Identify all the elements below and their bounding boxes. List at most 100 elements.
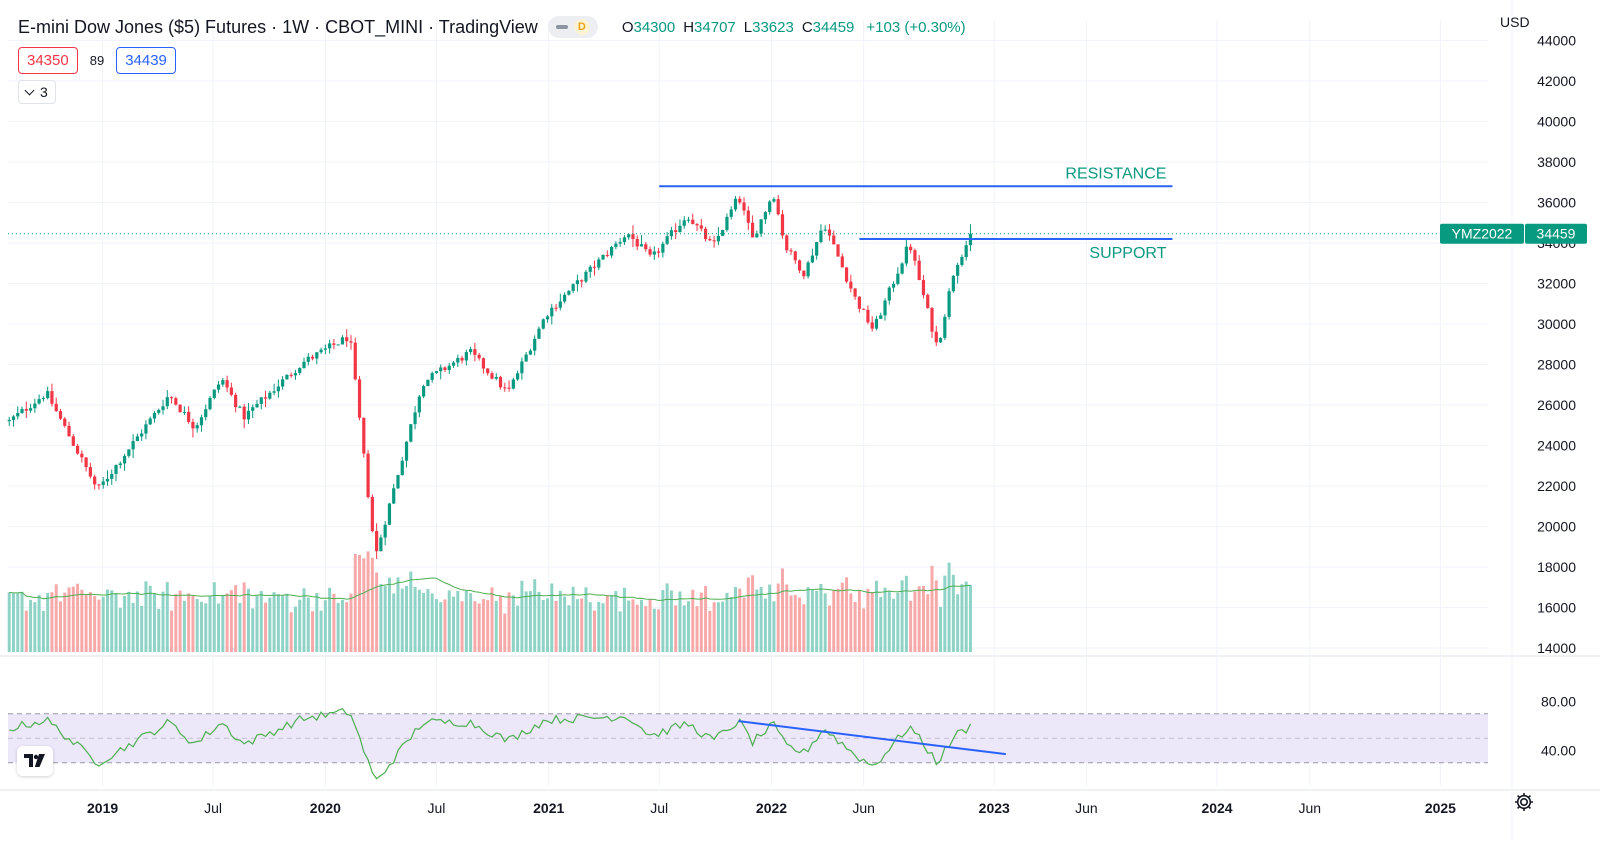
- candle-body: [656, 251, 661, 253]
- volume-bar: [759, 586, 763, 652]
- candle-body: [148, 418, 152, 425]
- volume-bar: [242, 582, 246, 652]
- rsi-trendline[interactable]: [738, 720, 1006, 756]
- candle-body: [84, 457, 88, 468]
- volume-bar: [887, 591, 891, 652]
- tradingview-logo[interactable]: [17, 746, 53, 776]
- volume-bar: [614, 590, 618, 652]
- candle-body: [490, 373, 494, 379]
- volume-bar: [533, 579, 537, 652]
- volume-bar: [832, 589, 836, 652]
- volume-bar: [725, 592, 729, 652]
- volume-bar: [127, 591, 131, 652]
- volume-bar: [477, 603, 481, 652]
- candle-body: [114, 465, 118, 474]
- volume-bar: [409, 571, 413, 652]
- volume-bar: [63, 592, 67, 652]
- candle-body: [7, 419, 11, 422]
- candle-body: [451, 362, 456, 366]
- candle-body: [716, 235, 720, 242]
- candle-body: [234, 394, 238, 408]
- time-tick-label: Jul: [650, 800, 668, 816]
- candle-body: [550, 307, 554, 317]
- volume-bar: [819, 583, 823, 652]
- candle-body: [951, 275, 955, 292]
- volume-bar: [71, 586, 75, 652]
- gear-icon[interactable]: [1513, 791, 1535, 813]
- time-tick-label: Jun: [1299, 800, 1322, 816]
- candle-body: [806, 262, 810, 277]
- volume-bar: [7, 592, 11, 652]
- candle-body: [810, 255, 814, 263]
- time-tick-label: Jun: [1075, 800, 1098, 816]
- volume-bar: [464, 590, 468, 652]
- price-tick-label: 26000: [1537, 397, 1576, 413]
- volume-bar: [751, 575, 755, 652]
- candle-body: [588, 266, 592, 272]
- time-tick-label: 2024: [1201, 800, 1232, 816]
- volume-bar: [152, 593, 156, 652]
- candle-body: [926, 294, 930, 309]
- volume-bar: [490, 587, 494, 652]
- volume-bar: [631, 599, 635, 652]
- candle-body: [204, 409, 208, 418]
- indicators-toggle-button[interactable]: 3: [18, 80, 56, 104]
- volume-bar: [323, 600, 327, 652]
- volume-bar: [857, 590, 861, 652]
- candle-body: [469, 349, 473, 353]
- candle-body: [597, 259, 601, 268]
- ohlc-open-value: 34300: [633, 18, 676, 36]
- volume-bar: [16, 592, 20, 652]
- volume-bar: [379, 584, 383, 652]
- candle-body: [913, 250, 917, 261]
- buy-price-button[interactable]: 34439: [116, 47, 176, 74]
- candle-body: [900, 263, 904, 274]
- candle-body: [780, 214, 785, 236]
- candle-body: [54, 403, 58, 412]
- candle-body: [413, 412, 417, 425]
- ohlc-high-label: H: [683, 18, 695, 36]
- volume-bar: [264, 602, 268, 652]
- volume-bar: [789, 595, 793, 652]
- volume-bar: [37, 595, 41, 652]
- candle-body: [63, 418, 67, 426]
- currency-label[interactable]: USD: [1500, 14, 1530, 30]
- volume-bar: [755, 589, 759, 652]
- candle-body: [776, 199, 780, 215]
- volume-bar: [661, 590, 665, 652]
- symbol-title[interactable]: E-mini Dow Jones ($5) Futures · 1W · CBO…: [18, 16, 538, 37]
- candle-body: [802, 270, 806, 277]
- volume-bar: [550, 583, 554, 652]
- sell-price-button[interactable]: 34350: [18, 47, 78, 74]
- volume-bar: [217, 603, 221, 652]
- candle-body: [627, 234, 631, 238]
- volume-bar: [413, 586, 417, 652]
- volume-bar: [24, 610, 28, 652]
- candle-body: [328, 343, 332, 349]
- candle-body: [934, 331, 938, 343]
- volume-bar: [54, 584, 58, 652]
- volume-bar: [904, 575, 908, 652]
- volume-bar: [88, 592, 92, 652]
- candle-body: [943, 316, 947, 338]
- candle-body: [16, 412, 20, 417]
- volume-bar: [144, 581, 148, 652]
- volume-bar: [246, 588, 250, 652]
- candle-body: [306, 356, 310, 362]
- candle-body: [729, 209, 733, 217]
- volume-bar: [272, 592, 276, 652]
- tradingview-logo-icon: [24, 754, 45, 767]
- candle-body: [97, 484, 101, 486]
- volume-bar: [528, 591, 532, 652]
- time-tick-label: Jul: [204, 800, 222, 816]
- market-status-pill[interactable]: D: [547, 16, 598, 38]
- volume-bar: [41, 610, 45, 652]
- price-tag-symbol: YMZ2022: [1452, 226, 1513, 242]
- volume-bar: [434, 599, 438, 652]
- candle-body: [507, 387, 511, 389]
- candle-body: [567, 290, 571, 295]
- candle-body: [832, 235, 836, 245]
- candle-body: [819, 230, 823, 243]
